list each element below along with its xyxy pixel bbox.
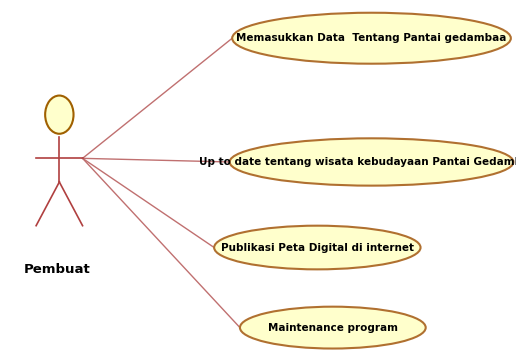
Ellipse shape [45, 95, 73, 134]
Text: Maintenance program: Maintenance program [268, 323, 398, 333]
Text: Pembuat: Pembuat [23, 263, 90, 276]
Ellipse shape [214, 226, 421, 269]
Ellipse shape [230, 138, 513, 186]
Ellipse shape [240, 306, 426, 349]
Text: Publikasi Peta Digital di internet: Publikasi Peta Digital di internet [221, 242, 414, 253]
Text: Memasukkan Data  Tentang Pantai gedambaa: Memasukkan Data Tentang Pantai gedambaa [236, 33, 507, 43]
Ellipse shape [232, 13, 511, 64]
Text: Up to date tentang wisata kebudayaan Pantai Gedambaan: Up to date tentang wisata kebudayaan Pan… [199, 157, 516, 167]
